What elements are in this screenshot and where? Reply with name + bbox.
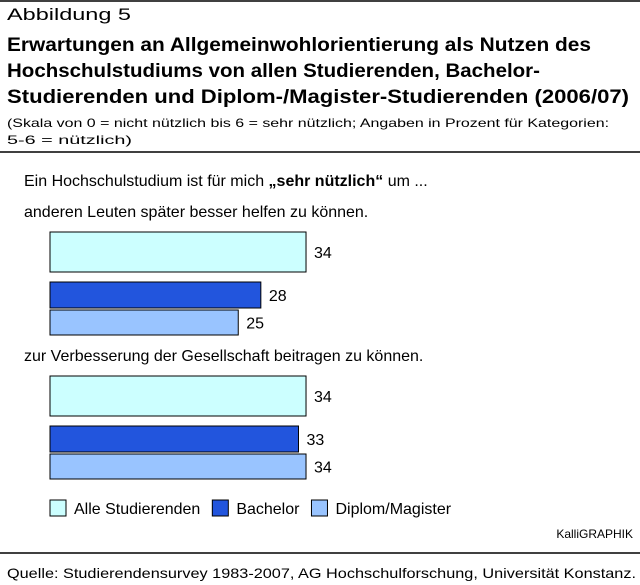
bar xyxy=(49,309,239,336)
chart-title: Erwartungen an Allgemeinwohlorientierung… xyxy=(7,35,591,56)
figure-label: Abbildung 5 xyxy=(7,5,131,24)
intro-text: um ... xyxy=(388,173,428,190)
category-label: zur Verbesserung der Gesellschaft beitra… xyxy=(24,348,423,365)
bar xyxy=(49,281,262,309)
legend-swatch xyxy=(310,499,328,517)
bar xyxy=(49,425,299,453)
legend-label: Bachelor xyxy=(236,501,300,518)
source: Quelle: Studierendensurvey 1983-2007, AG… xyxy=(7,565,636,581)
intro-text: Ein Hochschulstudium ist für mich xyxy=(24,173,264,190)
chart-title: Studierenden und Diplom-/Magister-Studie… xyxy=(7,87,629,108)
value-label: 33 xyxy=(306,432,324,449)
bar xyxy=(49,375,307,417)
value-label: 28 xyxy=(269,288,287,305)
value-label: 34 xyxy=(314,245,332,262)
value-label: 34 xyxy=(314,460,332,477)
value-label: 34 xyxy=(314,389,332,406)
subtitle: 5-6 = nützlich) xyxy=(7,133,132,147)
bar xyxy=(49,453,307,480)
bar xyxy=(49,231,307,273)
value-label: 25 xyxy=(246,316,264,333)
subtitle: (Skala von 0 = nicht nützlich bis 6 = se… xyxy=(7,116,609,130)
credit: KalliGRAPHIK xyxy=(556,527,633,541)
legend-swatch xyxy=(49,499,67,517)
legend-label: Diplom/Magister xyxy=(335,501,451,518)
intro: Ein Hochschulstudium ist für mich „sehr … xyxy=(24,173,428,190)
intro-emphasis: „sehr nützlich“ xyxy=(269,173,384,190)
legend-label: Alle Studierenden xyxy=(74,501,200,518)
category-label: anderen Leuten später besser helfen zu k… xyxy=(24,204,368,221)
legend-swatch xyxy=(211,499,229,517)
chart-title: Hochschulstudiums von allen Studierenden… xyxy=(7,61,540,82)
